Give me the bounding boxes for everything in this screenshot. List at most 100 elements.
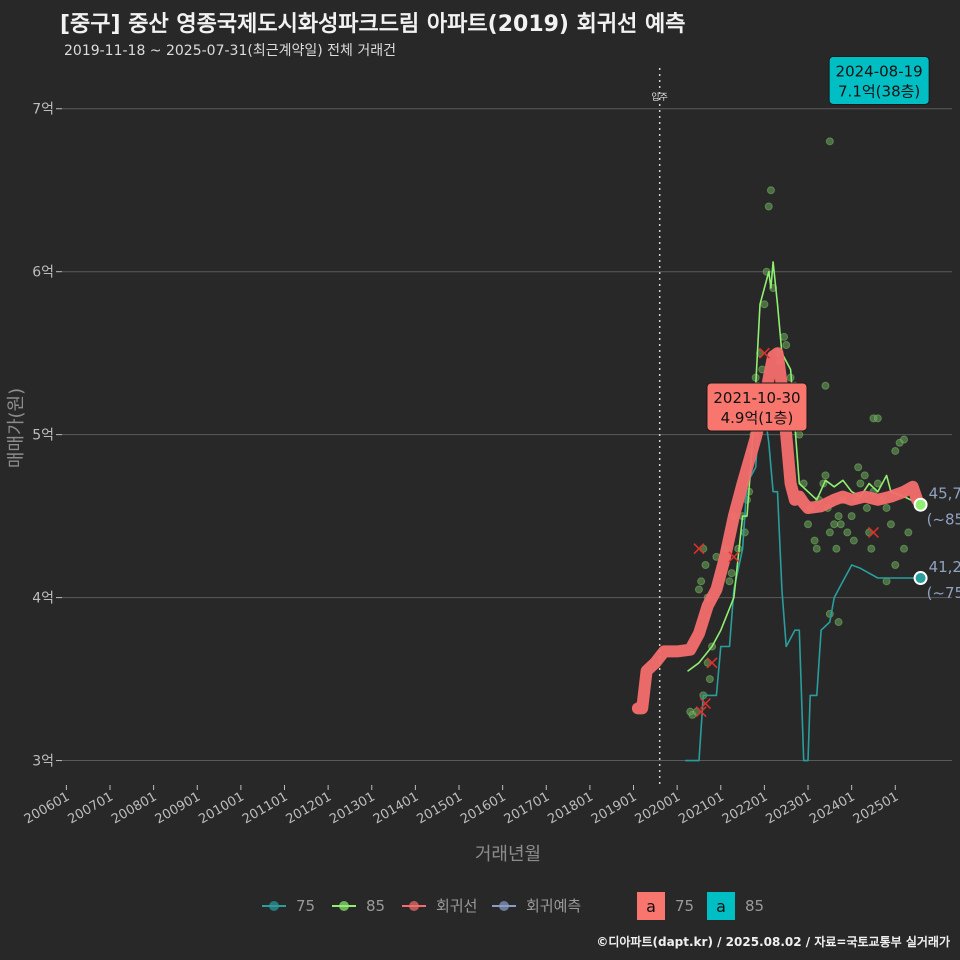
annotation-date: 2024-08-19 <box>836 62 923 80</box>
scatter-point <box>760 300 769 309</box>
scatter-point <box>849 536 858 545</box>
x-tick-label: 201201 <box>284 789 334 827</box>
scatter-point <box>810 536 819 545</box>
x-mark <box>695 706 707 718</box>
scatter-point <box>886 520 895 529</box>
scatter-point <box>900 435 909 444</box>
x-mark <box>699 697 712 710</box>
x-mark-stroke <box>699 697 712 710</box>
series-line-85 <box>687 261 922 672</box>
scatter-point <box>812 544 821 553</box>
legend-box <box>707 892 735 920</box>
legend-box-label: 75 <box>675 897 694 915</box>
x-mark <box>693 543 705 555</box>
scatter-point <box>834 618 843 627</box>
legend-box-label: 85 <box>745 897 764 915</box>
scatter-point <box>780 332 789 341</box>
scatter-point <box>705 675 714 684</box>
legend-box <box>637 892 665 920</box>
x-tick-label: 201401 <box>371 789 421 827</box>
end-labels: 45,744 (~85㎡) 41,200 (~75㎡) <box>913 485 960 602</box>
end-label-area: (~85㎡) <box>927 511 960 529</box>
scatter-point <box>860 471 869 480</box>
x-mark-stroke <box>695 706 707 718</box>
x-axis-title: 거래년월 <box>475 844 541 865</box>
x-tick-label: 200601 <box>22 789 72 827</box>
scatter-point <box>825 528 834 537</box>
x-marks <box>693 347 880 718</box>
x-tick-label: 201701 <box>502 789 552 827</box>
y-axis-ticks: 3억 4억 5억 6억 7억 <box>32 102 62 770</box>
x-mark <box>728 551 740 563</box>
scatter-point <box>782 341 791 350</box>
legend: 75 85 회귀선 회귀예측 a 75 a 85 <box>262 892 764 920</box>
x-tick-label: 202501 <box>851 789 901 827</box>
x-tick-label: 202001 <box>633 789 683 827</box>
scatter-point <box>697 577 706 586</box>
x-axis-ticks: 2006012007012008012009012010012011012012… <box>22 785 901 827</box>
annotation-box <box>706 382 808 432</box>
annotation-price: 4.9억(1층) <box>721 409 794 427</box>
scatter-point <box>766 186 775 195</box>
x-mark-stroke <box>693 543 705 555</box>
legend-label: 회귀예측 <box>526 897 581 915</box>
x-tick-label: 201501 <box>415 789 465 827</box>
scatter-point <box>694 585 703 594</box>
legend-box-glyph: a <box>716 897 726 916</box>
end-point <box>913 497 928 512</box>
scatter-point <box>904 528 913 537</box>
annotation-price: 7.1억(38층) <box>838 82 920 100</box>
scatter-point <box>832 544 841 553</box>
move-in-line: 입주 <box>651 68 668 785</box>
scatter-point <box>843 528 852 537</box>
end-point <box>913 571 928 586</box>
x-tick-label: 201101 <box>240 789 290 827</box>
scatter-point <box>821 471 830 480</box>
series-line-75 <box>685 401 922 762</box>
annotations: 2021-10-30 4.9억(1층) 2024-08-19 7.1억(38층) <box>706 55 930 432</box>
scatter-point <box>830 520 839 529</box>
y-tick-label: 6억 <box>32 265 54 281</box>
annotation-date: 2021-10-30 <box>713 389 800 407</box>
legend-label: 회귀선 <box>436 897 477 915</box>
scatter-point <box>856 479 865 488</box>
legend-marker <box>499 901 509 911</box>
annotation-box <box>828 55 930 105</box>
end-label-value: 41,200 <box>929 558 960 576</box>
x-mark-stroke <box>706 657 718 669</box>
scatter-point <box>891 446 900 455</box>
scatter-point <box>701 561 710 570</box>
scatter-point <box>847 512 856 521</box>
x-tick-label: 200901 <box>153 789 203 827</box>
x-tick-label: 202101 <box>676 789 726 827</box>
y-tick-label: 4억 <box>32 591 54 607</box>
x-mark-stroke <box>758 347 770 359</box>
scatter-point <box>891 561 900 570</box>
legend-label: 75 <box>296 897 315 915</box>
chart-title: [중구] 중산 영종국제도시화성파크드림 아파트(2019) 회귀선 예측 <box>60 12 686 37</box>
legend-marker <box>409 901 419 911</box>
scatter-point <box>764 202 773 211</box>
x-mark <box>758 347 770 359</box>
scatter-point <box>821 381 830 390</box>
x-tick-label: 200801 <box>109 789 159 827</box>
end-label-value: 45,744 <box>929 485 960 503</box>
legend-box-glyph: a <box>646 897 656 916</box>
scatter-point <box>867 544 876 553</box>
scatter-point <box>836 520 845 529</box>
scatter-point <box>795 430 804 439</box>
x-tick-label: 201001 <box>196 789 246 827</box>
legend-marker <box>339 901 349 911</box>
x-tick-label: 201801 <box>545 789 595 827</box>
x-tick-label: 202301 <box>764 789 814 827</box>
x-tick-label: 202401 <box>807 789 857 827</box>
scatter-point <box>862 503 871 512</box>
y-tick-label: 3억 <box>32 754 54 770</box>
legend-marker <box>269 901 279 911</box>
x-mark-stroke <box>728 551 740 563</box>
chart-subtitle: 2019-11-18 ~ 2025-07-31(최근계약일) 전체 거래건 <box>64 43 396 59</box>
x-mark <box>706 657 718 669</box>
scatter-point <box>725 577 734 586</box>
scatter-point <box>882 577 891 586</box>
